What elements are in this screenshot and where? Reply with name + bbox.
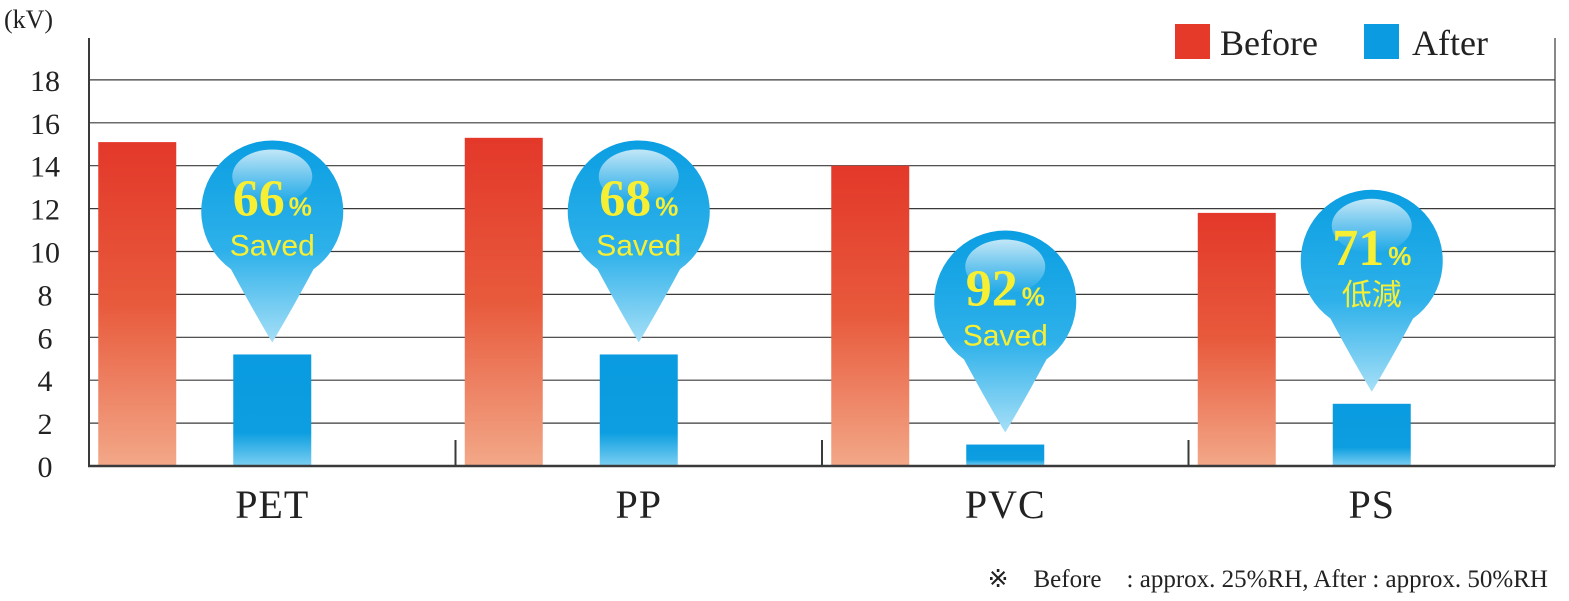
bar-before-pet [98, 142, 177, 467]
bar-before-ps [1197, 212, 1276, 466]
x-tick-label: PP [616, 482, 663, 527]
y-axis-unit: (kV) [4, 5, 53, 34]
y-tick-label: 4 [38, 365, 53, 398]
legend-label-after: After [1412, 23, 1488, 63]
pin-caption: Saved [963, 320, 1048, 353]
footnote: ※ Before : approx. 25%RH, After : approx… [988, 566, 1548, 593]
pin-value: 68% [599, 170, 678, 227]
bar-before-pp [464, 137, 543, 466]
legend-swatch-before [1175, 24, 1210, 59]
y-tick-label: 0 [38, 451, 53, 484]
pin-caption: Saved [596, 229, 681, 262]
pin-pvc: 92 %Saved [934, 230, 1077, 433]
pin-caption: Saved [230, 229, 315, 262]
pin-value: 66% [233, 170, 312, 227]
y-tick-label: 16 [30, 108, 60, 141]
legend-swatch-after [1364, 24, 1399, 59]
pin-value: 71% [1332, 220, 1411, 277]
y-axis-ticks: 0 2 4 6 8 10 12 14 16 18 [30, 65, 60, 484]
pin-pp: 68 %Saved [567, 140, 710, 343]
bar-after-pet [233, 354, 312, 466]
pin-shape [567, 140, 710, 343]
y-tick-label: 10 [30, 237, 60, 270]
y-tick-label: 14 [30, 151, 60, 184]
pin-value: 92% [966, 261, 1045, 318]
x-tick-label: PVC [965, 482, 1046, 527]
bars [98, 137, 1411, 467]
legend: Before After [1175, 23, 1488, 63]
pin-ps: 71 %低減 [1300, 189, 1443, 392]
pin-shape [934, 230, 1077, 433]
y-tick-label: 6 [38, 322, 53, 355]
pin-caption: 低減 [1342, 279, 1402, 312]
bar-after-ps [1332, 403, 1411, 466]
x-tick-label: PET [235, 482, 309, 527]
y-tick-label: 2 [38, 408, 53, 441]
legend-label-before: Before [1220, 23, 1318, 63]
axes [88, 38, 1556, 468]
pin-highlight [1331, 198, 1412, 253]
bar-before-pvc [831, 165, 910, 466]
pin-highlight [598, 149, 679, 204]
x-tick-label: PS [1349, 482, 1396, 527]
y-tick-label: 8 [38, 279, 53, 312]
pin-pet: 66 %Saved [201, 140, 344, 343]
pin-shape [201, 140, 344, 343]
pin-shape [1300, 189, 1443, 392]
bar-after-pvc [966, 444, 1045, 466]
y-tick-label: 12 [30, 194, 60, 227]
pin-highlight [965, 239, 1046, 294]
y-tick-label: 18 [30, 65, 60, 98]
bar-after-pp [599, 354, 678, 466]
x-axis-labels: PET PP PVC PS [235, 482, 1396, 527]
pin-highlight [232, 149, 313, 204]
